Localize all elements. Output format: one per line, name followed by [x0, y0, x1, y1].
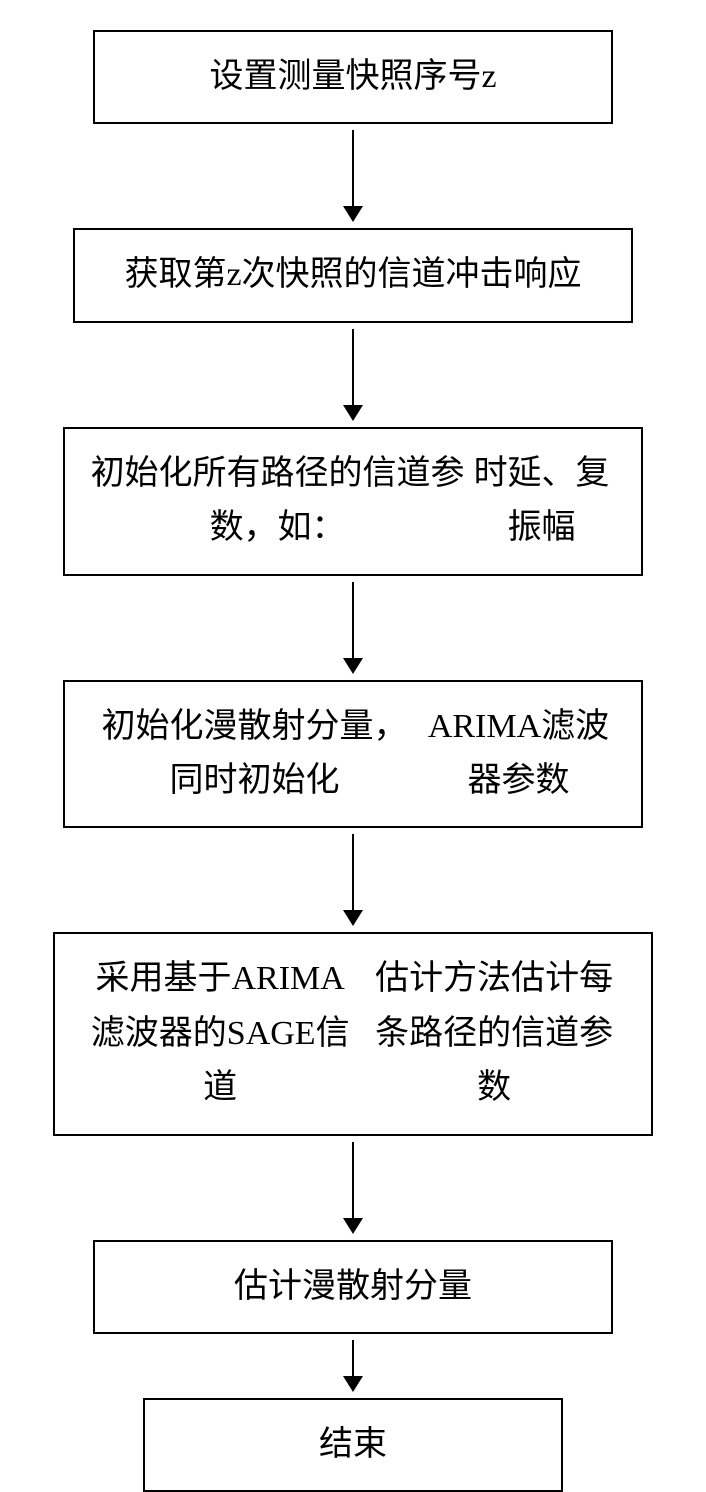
flowchart-node-text: 设置测量快照序号z: [209, 50, 496, 104]
arrow-head-icon: [343, 206, 363, 222]
flowchart-node-text: 估计漫散射分量: [234, 1260, 472, 1314]
flowchart-arrow: [343, 1142, 363, 1234]
arrow-line: [352, 1340, 354, 1376]
flowchart-node-text: 估计方法估计每条路径的信道参数: [361, 952, 627, 1115]
flowchart-node: 设置测量快照序号z: [93, 30, 613, 124]
flowchart-node-text: 采用基于ARIMA滤波器的SAGE信道: [79, 952, 361, 1115]
flowchart-node-text: 获取第z次快照的信道冲击响应: [124, 248, 581, 302]
flowchart-node-text: ARIMA滤波器参数: [420, 700, 617, 809]
arrow-line: [352, 1142, 354, 1218]
flowchart: 设置测量快照序号z 获取第z次快照的信道冲击响应初始化所有路径的信道参数，如：时延…: [53, 30, 653, 1492]
flowchart-node-text: 结束: [319, 1418, 387, 1472]
flowchart-node: 结束: [143, 1398, 563, 1492]
arrow-head-icon: [343, 1218, 363, 1234]
flowchart-arrow: [343, 834, 363, 926]
flowchart-node: 初始化漫散射分量，同时初始化ARIMA滤波器参数: [63, 680, 643, 829]
flowchart-node-text: 时延、复振幅: [466, 447, 617, 556]
flowchart-node: 估计漫散射分量: [93, 1240, 613, 1334]
arrow-head-icon: [343, 658, 363, 674]
arrow-head-icon: [343, 1376, 363, 1392]
arrow-line: [352, 329, 354, 405]
flowchart-node-text: 初始化所有路径的信道参数，如：: [89, 447, 466, 556]
flowchart-node: 采用基于ARIMA滤波器的SAGE信道估计方法估计每条路径的信道参数: [53, 932, 653, 1135]
flowchart-node-text: 初始化漫散射分量，同时初始化: [89, 700, 420, 809]
flowchart-node: 初始化所有路径的信道参数，如：时延、复振幅: [63, 427, 643, 576]
flowchart-arrow: [343, 582, 363, 674]
flowchart-arrow: [343, 130, 363, 222]
flowchart-node: 获取第z次快照的信道冲击响应: [73, 228, 633, 322]
arrow-line: [352, 582, 354, 658]
arrow-head-icon: [343, 910, 363, 926]
flowchart-arrow: [343, 1340, 363, 1392]
arrow-line: [352, 834, 354, 910]
arrow-head-icon: [343, 405, 363, 421]
arrow-line: [352, 130, 354, 206]
flowchart-arrow: [343, 329, 363, 421]
